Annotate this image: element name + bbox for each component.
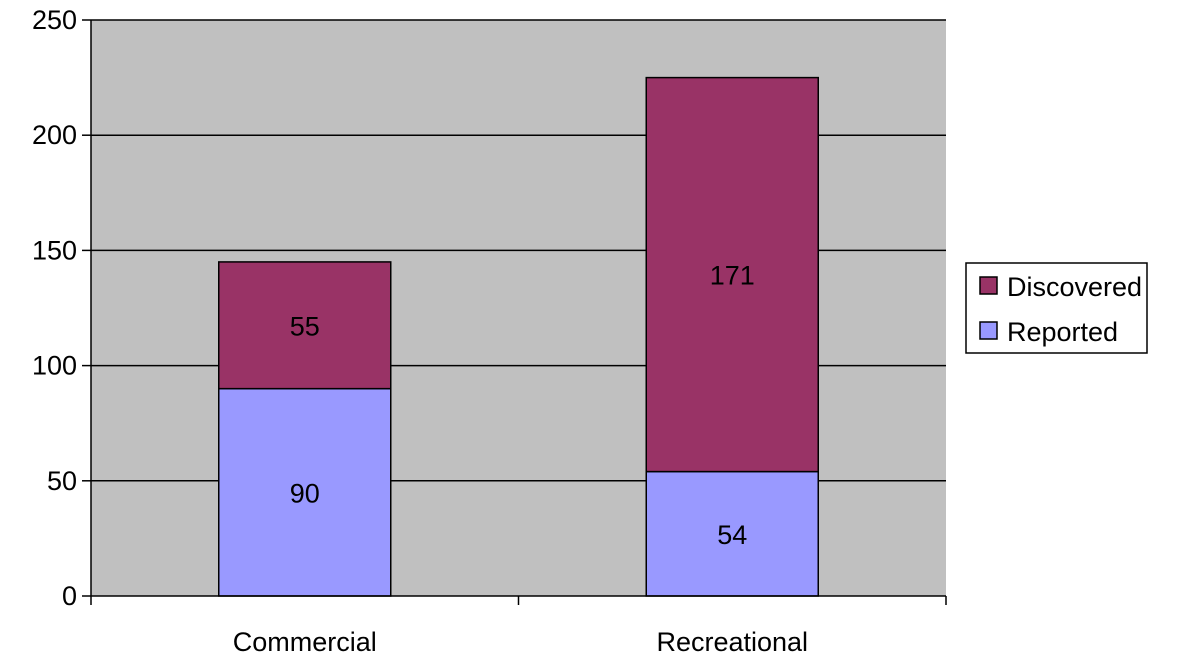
bar-discovered-recreational (645, 76, 819, 473)
axes (82, 19, 947, 605)
data-label: 90 (290, 478, 320, 508)
y-tick-label: 150 (32, 235, 77, 265)
x-tick-label: Commercial (233, 627, 377, 657)
y-tick-label: 200 (32, 120, 77, 150)
x-tick-label: Recreational (656, 627, 808, 657)
legend-swatch-discovered (979, 276, 998, 295)
bar-reported-recreational (645, 470, 819, 597)
data-label: 54 (717, 520, 747, 550)
y-tick-label: 250 (32, 5, 77, 35)
y-tick-labels: 0 50 100 150 200 250 (32, 5, 77, 611)
legend-label-reported: Reported (1007, 317, 1118, 347)
y-tick-label: 50 (47, 466, 77, 496)
data-label: 55 (290, 311, 320, 341)
y-tick-label: 100 (32, 351, 77, 381)
y-tick-label: 0 (62, 581, 77, 611)
bar-reported-commercial (218, 387, 392, 597)
legend-swatch-reported (979, 321, 998, 340)
data-labels: 90 55 54 171 (290, 261, 755, 550)
bar-discovered-commercial (218, 261, 392, 390)
legend: Discovered Reported (965, 262, 1148, 354)
data-label: 171 (710, 261, 755, 291)
legend-label-discovered: Discovered (1007, 272, 1142, 302)
x-tick-labels: Commercial Recreational (233, 627, 808, 657)
bars (218, 76, 819, 597)
